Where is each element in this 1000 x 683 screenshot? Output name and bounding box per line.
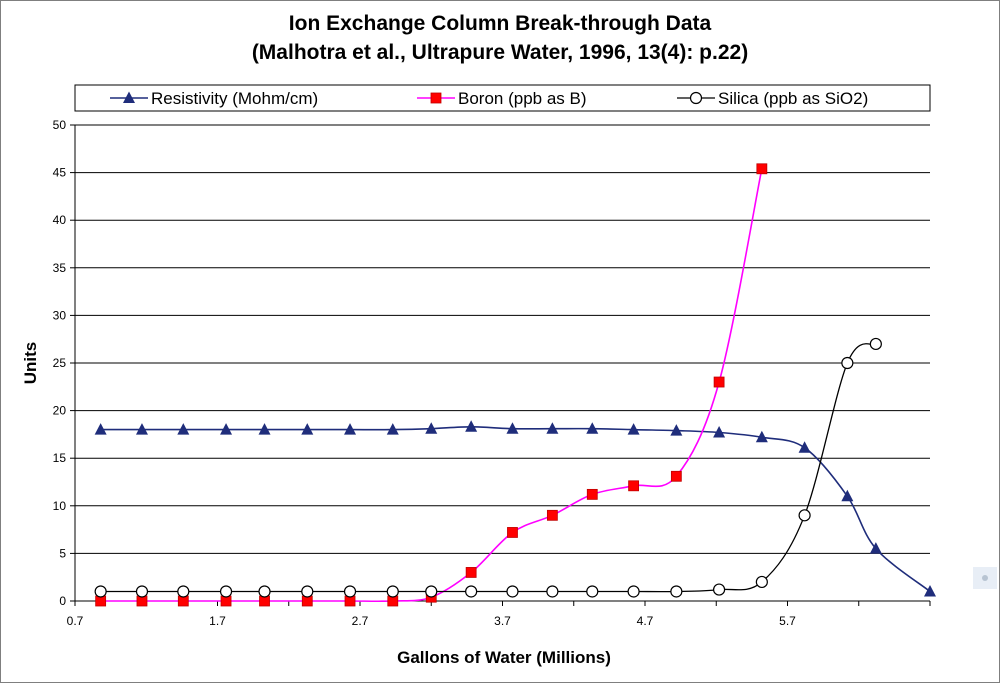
data-point-boron	[465, 567, 477, 578]
data-point-resistivity	[344, 423, 357, 435]
x-axis-label: Gallons of Water (Millions)	[397, 648, 611, 667]
data-point-silica	[135, 585, 149, 598]
y-tick-label: 50	[53, 118, 67, 132]
data-point-silica	[755, 575, 768, 589]
y-tick-label: 15	[53, 451, 67, 465]
x-tick-label: 0.7	[67, 614, 84, 628]
chart-title-line-2: (Malhotra et al., Ultrapure Water, 1996,…	[252, 41, 748, 64]
x-tick-label: 3.7	[494, 614, 511, 628]
data-point-boron	[586, 488, 598, 500]
series-line-boron	[100, 168, 763, 603]
data-point-resistivity	[258, 423, 271, 435]
data-point-boron	[670, 470, 682, 482]
axes	[70, 124, 931, 606]
x-tick-label: 2.7	[352, 614, 369, 628]
data-point-silica	[506, 585, 519, 598]
x-axis-tick-labels: 0.7 1.7 2.7 3.7 4.7 5.7	[67, 614, 797, 628]
series-markers	[94, 163, 936, 607]
data-point-resistivity	[94, 423, 107, 435]
data-point-resistivity	[546, 422, 559, 434]
legend-box	[74, 84, 931, 112]
data-point-silica	[627, 585, 640, 598]
data-point-resistivity	[586, 422, 599, 434]
data-point-resistivity	[869, 542, 882, 554]
y-axis-tick-labels: 0 5 10 15 20 25 30 35 40 45 50	[53, 118, 67, 608]
gridlines	[75, 124, 930, 554]
data-point-boron	[713, 376, 725, 388]
data-point-silica	[177, 585, 190, 598]
data-point-resistivity	[177, 423, 190, 435]
data-point-resistivity	[755, 430, 768, 443]
legend-label-boron: Boron (ppb as B)	[458, 89, 587, 108]
y-tick-label: 45	[53, 166, 67, 180]
data-point-resistivity	[465, 420, 478, 432]
data-point-boron	[507, 527, 518, 538]
data-point-boron	[756, 163, 768, 175]
data-point-silica	[712, 583, 726, 596]
y-tick-label: 0	[59, 594, 66, 608]
data-point-resistivity	[841, 489, 854, 502]
legend-item-resistivity: Resistivity (Mohm/cm)	[110, 89, 318, 108]
data-point-resistivity	[670, 424, 683, 436]
series-line-silica	[100, 343, 877, 593]
legend: Resistivity (Mohm/cm) Boron (ppb as B) S…	[74, 84, 931, 112]
y-tick-label: 30	[53, 308, 67, 322]
data-point-resistivity	[301, 423, 314, 435]
x-tick-label: 5.7	[779, 614, 796, 628]
data-point-silica	[94, 585, 107, 598]
legend-circle-marker	[689, 91, 703, 105]
data-point-boron	[546, 509, 558, 521]
y-tick-label: 5	[59, 546, 66, 560]
data-point-silica	[798, 509, 811, 522]
data-point-resistivity	[798, 441, 811, 453]
data-point-resistivity	[425, 422, 438, 434]
y-tick-label: 10	[53, 499, 67, 513]
x-tick-label: 4.7	[637, 614, 654, 628]
data-point-resistivity	[924, 584, 936, 597]
legend-item-boron: Boron (ppb as B)	[417, 89, 587, 108]
data-point-silica	[343, 585, 357, 598]
data-point-silica	[258, 585, 271, 598]
legend-square-marker	[430, 92, 442, 104]
scroll-indicator-icon	[973, 567, 997, 589]
data-point-silica	[386, 585, 399, 598]
legend-triangle-marker	[123, 91, 135, 103]
data-point-resistivity	[713, 425, 726, 438]
data-point-silica	[869, 337, 882, 351]
legend-label-silica: Silica (ppb as SiO2)	[718, 89, 868, 108]
data-point-silica	[586, 585, 599, 598]
data-point-resistivity	[627, 423, 640, 435]
data-point-silica	[841, 356, 854, 370]
data-point-silica	[546, 585, 559, 598]
data-point-resistivity	[386, 423, 399, 435]
y-tick-label: 25	[53, 356, 67, 370]
data-point-resistivity	[506, 422, 519, 434]
chart-title-line-1: Ion Exchange Column Break-through Data	[289, 12, 712, 35]
legend-label-resistivity: Resistivity (Mohm/cm)	[151, 89, 318, 108]
y-axis-label: Units	[21, 342, 40, 385]
data-point-resistivity	[135, 423, 148, 435]
data-point-silica	[425, 585, 438, 598]
data-point-silica	[219, 585, 233, 598]
x-tick-label: 1.7	[209, 614, 226, 628]
data-point-resistivity	[220, 423, 233, 435]
y-tick-label: 40	[53, 213, 67, 227]
y-tick-label: 20	[53, 404, 67, 418]
data-point-silica	[301, 585, 314, 598]
y-tick-label: 35	[53, 261, 67, 275]
data-point-boron	[628, 480, 639, 492]
legend-item-silica: Silica (ppb as SiO2)	[677, 89, 868, 108]
data-point-silica	[465, 585, 478, 598]
data-point-silica	[670, 585, 683, 598]
